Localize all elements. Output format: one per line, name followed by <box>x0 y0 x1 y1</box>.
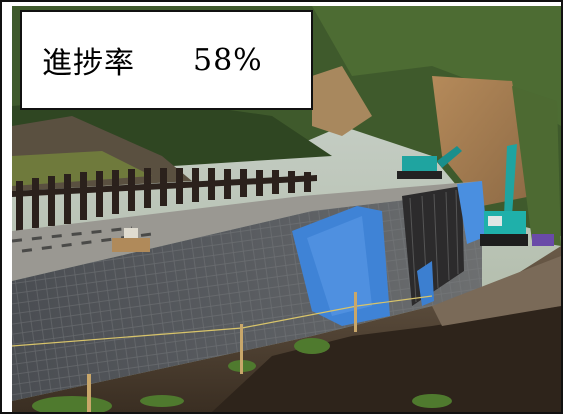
progress-label: 進捗率 <box>42 46 135 81</box>
progress-label-box: 進捗率 58% <box>20 10 313 110</box>
progress-value: 58% <box>193 42 263 78</box>
excavator-top <box>397 146 462 179</box>
excavator-right <box>480 144 528 246</box>
